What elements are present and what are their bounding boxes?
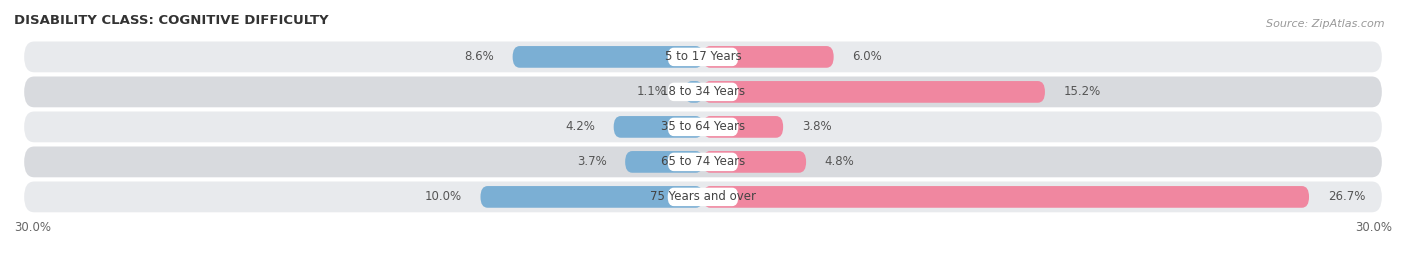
FancyBboxPatch shape <box>703 81 1045 103</box>
Text: 75 Years and over: 75 Years and over <box>650 190 756 203</box>
Text: Source: ZipAtlas.com: Source: ZipAtlas.com <box>1267 19 1385 29</box>
Text: 5 to 17 Years: 5 to 17 Years <box>665 50 741 63</box>
FancyBboxPatch shape <box>703 186 1309 208</box>
FancyBboxPatch shape <box>481 186 703 208</box>
Text: 1.1%: 1.1% <box>637 85 666 98</box>
Text: 4.8%: 4.8% <box>825 156 855 168</box>
Text: 3.7%: 3.7% <box>576 156 606 168</box>
Text: 15.2%: 15.2% <box>1063 85 1101 98</box>
Text: 30.0%: 30.0% <box>14 221 51 234</box>
FancyBboxPatch shape <box>24 147 1382 177</box>
FancyBboxPatch shape <box>24 112 1382 142</box>
FancyBboxPatch shape <box>668 188 738 206</box>
Text: 35 to 64 Years: 35 to 64 Years <box>661 120 745 133</box>
Text: 3.8%: 3.8% <box>801 120 831 133</box>
Text: 30.0%: 30.0% <box>1355 221 1392 234</box>
Text: 8.6%: 8.6% <box>464 50 494 63</box>
Text: 26.7%: 26.7% <box>1327 190 1365 203</box>
Text: 65 to 74 Years: 65 to 74 Years <box>661 156 745 168</box>
FancyBboxPatch shape <box>703 151 806 173</box>
FancyBboxPatch shape <box>668 153 738 171</box>
FancyBboxPatch shape <box>703 46 834 68</box>
FancyBboxPatch shape <box>668 118 738 136</box>
FancyBboxPatch shape <box>685 81 703 103</box>
Text: 10.0%: 10.0% <box>425 190 461 203</box>
FancyBboxPatch shape <box>613 116 703 138</box>
FancyBboxPatch shape <box>24 42 1382 72</box>
FancyBboxPatch shape <box>513 46 703 68</box>
FancyBboxPatch shape <box>668 48 738 66</box>
FancyBboxPatch shape <box>668 83 738 101</box>
Text: 6.0%: 6.0% <box>852 50 882 63</box>
FancyBboxPatch shape <box>24 76 1382 107</box>
FancyBboxPatch shape <box>24 181 1382 212</box>
Text: 18 to 34 Years: 18 to 34 Years <box>661 85 745 98</box>
Text: 4.2%: 4.2% <box>565 120 595 133</box>
FancyBboxPatch shape <box>626 151 703 173</box>
Text: DISABILITY CLASS: COGNITIVE DIFFICULTY: DISABILITY CLASS: COGNITIVE DIFFICULTY <box>14 14 329 27</box>
FancyBboxPatch shape <box>703 116 783 138</box>
